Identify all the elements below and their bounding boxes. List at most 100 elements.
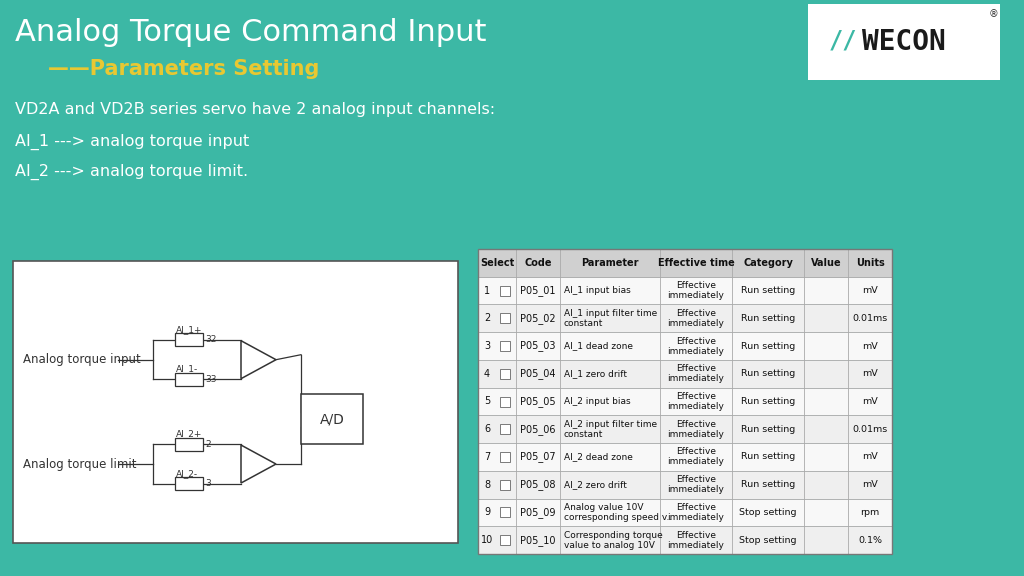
Text: //: // bbox=[828, 29, 857, 53]
Bar bbox=[478, 332, 892, 360]
Text: 8: 8 bbox=[484, 480, 490, 490]
Text: P05_02: P05_02 bbox=[520, 313, 556, 324]
Text: 2: 2 bbox=[484, 313, 490, 323]
Bar bbox=[500, 369, 510, 379]
Text: Value: Value bbox=[811, 258, 842, 268]
Text: Select: Select bbox=[480, 258, 514, 268]
Text: AI_1 dead zone: AI_1 dead zone bbox=[564, 342, 633, 351]
Text: A/D: A/D bbox=[319, 412, 344, 426]
Text: AI_2+: AI_2+ bbox=[176, 429, 203, 438]
Text: Corresponding torque
value to analog 10V: Corresponding torque value to analog 10V bbox=[564, 530, 663, 550]
Bar bbox=[500, 341, 510, 351]
Text: P05_06: P05_06 bbox=[520, 424, 556, 435]
Text: Stop setting: Stop setting bbox=[739, 508, 797, 517]
Text: Run setting: Run setting bbox=[741, 397, 795, 406]
Text: VD2A and VD2B series servo have 2 analog input channels:: VD2A and VD2B series servo have 2 analog… bbox=[15, 102, 496, 117]
Text: Analog torque input: Analog torque input bbox=[23, 353, 140, 366]
Text: Run setting: Run setting bbox=[741, 369, 795, 378]
Text: mV: mV bbox=[862, 286, 878, 295]
Bar bbox=[500, 480, 510, 490]
Bar bbox=[175, 334, 203, 346]
Text: Parameter: Parameter bbox=[582, 258, 639, 268]
Text: Analog Torque Command Input: Analog Torque Command Input bbox=[15, 18, 486, 47]
Bar bbox=[478, 526, 892, 554]
Text: 0.1%: 0.1% bbox=[858, 536, 882, 545]
Bar bbox=[500, 313, 510, 323]
Text: Run setting: Run setting bbox=[741, 314, 795, 323]
Text: P05_04: P05_04 bbox=[520, 368, 556, 379]
Text: WECON: WECON bbox=[862, 28, 946, 56]
Polygon shape bbox=[241, 445, 276, 483]
Text: AI_2 input filter time
constant: AI_2 input filter time constant bbox=[564, 420, 657, 439]
Text: Analog value 10V
corresponding speed v..: Analog value 10V corresponding speed v.. bbox=[564, 503, 672, 522]
Text: 3: 3 bbox=[205, 479, 211, 488]
Text: AI_2 ---> analog torque limit.: AI_2 ---> analog torque limit. bbox=[15, 164, 248, 180]
Bar bbox=[500, 286, 510, 295]
Bar bbox=[478, 388, 892, 415]
Bar bbox=[478, 276, 892, 305]
Text: 2: 2 bbox=[205, 440, 211, 449]
Text: AI_1 ---> analog torque input: AI_1 ---> analog torque input bbox=[15, 134, 249, 150]
Text: 0.01ms: 0.01ms bbox=[852, 425, 888, 434]
Text: mV: mV bbox=[862, 342, 878, 351]
Bar bbox=[808, 4, 1000, 80]
Bar bbox=[478, 249, 892, 554]
Text: 5: 5 bbox=[484, 396, 490, 407]
Text: P05_09: P05_09 bbox=[520, 507, 556, 518]
Text: P05_03: P05_03 bbox=[520, 340, 556, 351]
Text: Run setting: Run setting bbox=[741, 453, 795, 461]
Text: Run setting: Run setting bbox=[741, 286, 795, 295]
Text: AI_1 input bias: AI_1 input bias bbox=[564, 286, 631, 295]
Text: Effective
immediately: Effective immediately bbox=[668, 336, 724, 355]
Text: AI_1+: AI_1+ bbox=[176, 325, 203, 334]
Text: P05_08: P05_08 bbox=[520, 479, 556, 490]
Bar bbox=[478, 471, 892, 499]
Bar bbox=[478, 249, 892, 276]
Text: mV: mV bbox=[862, 397, 878, 406]
Text: mV: mV bbox=[862, 453, 878, 461]
Text: Run setting: Run setting bbox=[741, 342, 795, 351]
Text: AI_2 dead zone: AI_2 dead zone bbox=[564, 453, 633, 461]
Text: P05_10: P05_10 bbox=[520, 535, 556, 545]
Bar bbox=[500, 452, 510, 462]
Bar bbox=[478, 360, 892, 388]
Bar bbox=[500, 507, 510, 517]
Text: AI_1 input filter time
constant: AI_1 input filter time constant bbox=[564, 309, 657, 328]
Bar bbox=[301, 395, 362, 444]
Text: 9: 9 bbox=[484, 507, 490, 517]
Text: AI_2-: AI_2- bbox=[176, 469, 198, 478]
Text: Run setting: Run setting bbox=[741, 425, 795, 434]
Text: Analog torque limit: Analog torque limit bbox=[23, 457, 136, 471]
Text: rpm: rpm bbox=[860, 508, 880, 517]
Text: Units: Units bbox=[856, 258, 885, 268]
Text: Code: Code bbox=[524, 258, 552, 268]
Text: Effective
immediately: Effective immediately bbox=[668, 309, 724, 328]
Text: AI_1-: AI_1- bbox=[176, 365, 199, 373]
Text: Stop setting: Stop setting bbox=[739, 536, 797, 545]
Text: 6: 6 bbox=[484, 425, 490, 434]
Text: 3: 3 bbox=[484, 341, 490, 351]
Bar bbox=[175, 478, 203, 490]
Text: mV: mV bbox=[862, 480, 878, 489]
Text: AI_2 input bias: AI_2 input bias bbox=[564, 397, 631, 406]
Text: Effective time: Effective time bbox=[657, 258, 734, 268]
Text: Run setting: Run setting bbox=[741, 480, 795, 489]
Text: Effective
immediately: Effective immediately bbox=[668, 420, 724, 439]
Text: 0.01ms: 0.01ms bbox=[852, 314, 888, 323]
Text: 10: 10 bbox=[481, 535, 494, 545]
Text: 33: 33 bbox=[205, 375, 216, 384]
Bar bbox=[478, 415, 892, 443]
Polygon shape bbox=[241, 340, 276, 378]
Bar bbox=[500, 425, 510, 434]
Text: AI_2 zero drift: AI_2 zero drift bbox=[564, 480, 627, 489]
Text: P05_05: P05_05 bbox=[520, 396, 556, 407]
Bar bbox=[478, 499, 892, 526]
Text: Effective
immediately: Effective immediately bbox=[668, 530, 724, 550]
Text: 1: 1 bbox=[484, 286, 490, 295]
Text: mV: mV bbox=[862, 369, 878, 378]
Text: Category: Category bbox=[743, 258, 793, 268]
Text: 4: 4 bbox=[484, 369, 490, 379]
Text: P05_01: P05_01 bbox=[520, 285, 556, 296]
Text: Effective
immediately: Effective immediately bbox=[668, 364, 724, 383]
Text: Effective
immediately: Effective immediately bbox=[668, 448, 724, 467]
